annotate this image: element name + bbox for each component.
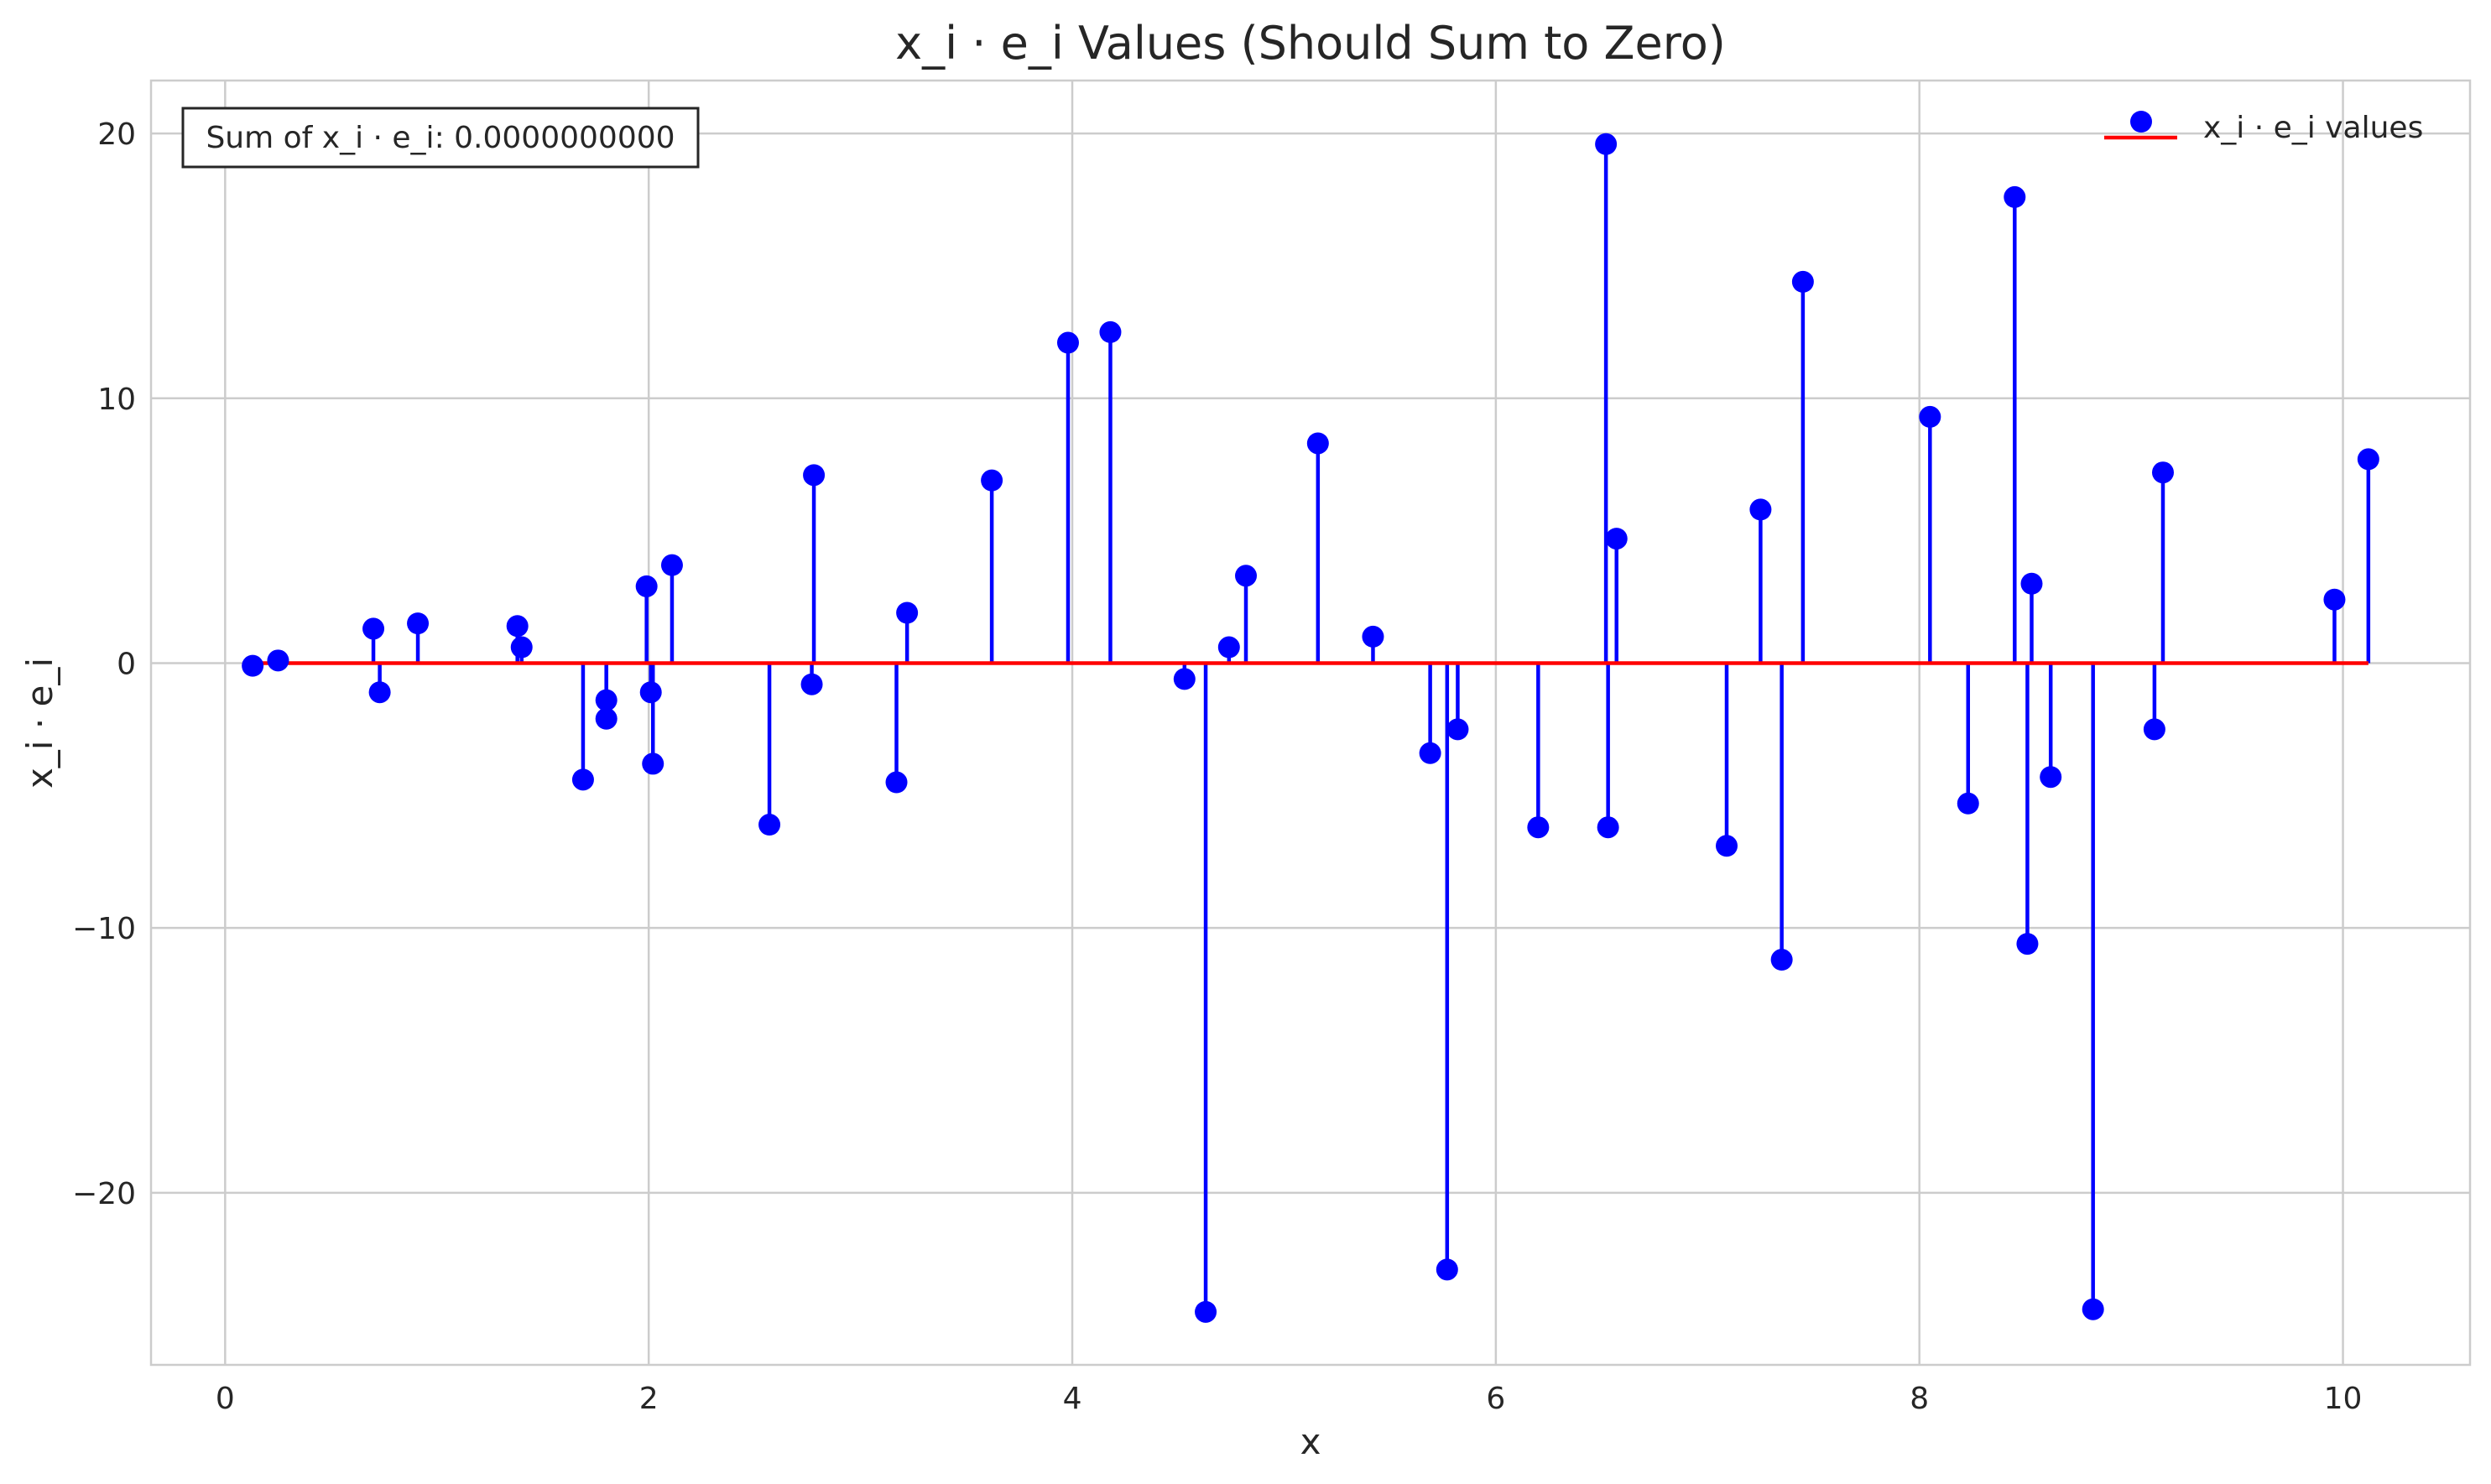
stem-marker [1770,949,1793,971]
stem-marker [660,554,683,576]
y-tick-labels: −20 −10 0 10 20 [72,117,136,1211]
stem-marker [1362,625,1384,648]
legend-marker-swatch [2130,111,2152,133]
stem-marker [803,464,826,487]
stem-marker [1217,636,1240,659]
x-tick-label: 2 [639,1382,659,1416]
stem-marker [368,681,391,704]
stem-marker [885,771,908,794]
stem-marker [362,617,385,640]
stem-marker [1419,742,1441,764]
stem-marker [1957,792,1979,815]
y-tick-label: 20 [97,117,136,152]
stem-marker [1446,718,1469,741]
stem-marker [1306,432,1329,455]
stem-marker [2151,461,2174,484]
stem-marker [506,615,529,638]
sum-annotation: Sum of x_i · e_i: 0.0000000000 [181,107,700,169]
stem-marker [242,654,264,677]
stem-marker [800,673,823,695]
stem-marker [595,689,618,711]
stem-marker [2357,448,2379,471]
y-tick-label: −20 [72,1177,136,1211]
stem-marker [571,768,594,791]
stem-marker [2323,588,2346,611]
y-tick-label: 10 [97,383,136,417]
stem-marker [635,575,658,597]
stem-marker [595,707,618,730]
stem-marker [267,649,289,672]
stem-marker [407,612,430,635]
stem-marker [1791,270,1814,293]
x-tick-label: 8 [1910,1382,1929,1416]
plot-area [151,81,2470,1365]
stem-marker [2040,766,2062,789]
stem-marker [1099,320,1122,343]
stem-marker [2016,933,2039,955]
y-tick-label: −10 [72,912,136,946]
stem-marker [1605,528,1628,550]
y-axis-label: x_i · e_i [19,658,60,789]
sum-annotation-box [181,107,700,169]
stem-marker [2082,1298,2104,1320]
stem-marker [1173,668,1196,690]
stem-marker [2143,718,2165,741]
legend: x_i · e_i values [2104,111,2423,145]
stem-marker [1595,133,1618,155]
stem-marker [639,681,662,704]
stem-marker [510,636,533,659]
chart-title: x_i · e_i Values (Should Sum to Zero) [895,17,1726,70]
stem-marker [2020,572,2043,595]
legend-entry-0: x_i · e_i values [2203,111,2423,145]
stem-marker [1195,1300,1217,1323]
stem-marker [1597,816,1619,839]
stem-lines [250,143,2371,1312]
stem-marker [642,752,664,775]
y-tick-label: 0 [117,647,136,681]
x-axis-label: x [1300,1421,1321,1462]
x-tick-label: 4 [1063,1382,1082,1416]
x-tick-labels: 0 2 4 6 8 10 [216,1382,2363,1416]
stem-marker [2004,185,2026,208]
x-tick-label: 0 [216,1382,235,1416]
stem-marker [758,814,781,836]
stem-marker [1436,1258,1458,1281]
stem-markers [242,133,2379,1323]
stem-marker [1716,835,1738,857]
sum-annotation-text: Sum of x_i · e_i: 0.0000000000 [206,121,675,155]
stem-marker [981,469,1003,492]
stem-marker [896,601,919,624]
stem-marker [1919,405,1941,428]
stem-marker [1235,565,1258,587]
stem-marker [1527,816,1550,839]
stem-marker [1749,498,1772,521]
x-tick-label: 6 [1486,1382,1505,1416]
plot-frame [149,79,2472,1367]
x-tick-label: 10 [2324,1382,2363,1416]
stem-marker [1056,331,1079,354]
